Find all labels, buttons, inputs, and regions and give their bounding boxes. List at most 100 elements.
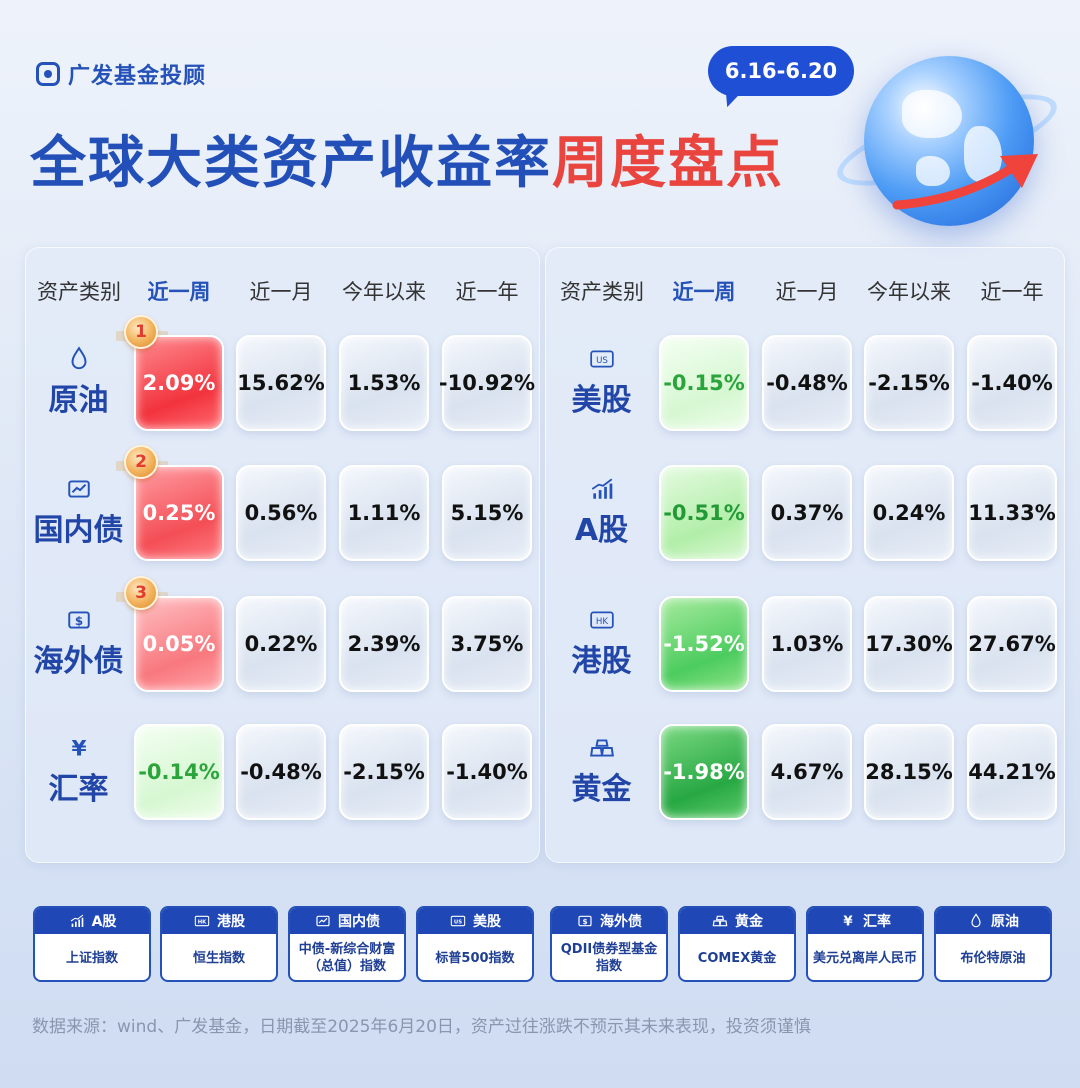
svg-text:¥: ¥	[71, 737, 86, 761]
return-cell: 0.05%	[134, 596, 224, 692]
asset-name: A股	[574, 513, 629, 548]
title-part-1: 全球大类资产收益率	[30, 131, 552, 196]
return-cell: -2.15%	[864, 335, 954, 431]
page-title: 全球大类资产收益率周度盘点	[30, 118, 784, 199]
asset-name: 黄金	[571, 772, 632, 807]
legend-item: US 美股标普500指数	[416, 906, 534, 982]
legend-title: 原油	[936, 908, 1050, 934]
return-cell: 3.75%	[442, 596, 532, 692]
return-cell: -1.40%	[442, 724, 532, 820]
brand-logo-icon	[36, 62, 60, 86]
column-header: 资产类别	[37, 280, 121, 304]
rank-medal-icon: 1	[116, 315, 168, 349]
dollar-bill-icon: $	[65, 608, 93, 632]
brand: 广发基金投顾	[36, 58, 206, 90]
rank-medal-icon: 2	[116, 445, 168, 479]
legend-description: 布伦特原油	[960, 950, 1026, 966]
return-cell: -0.48%	[236, 724, 326, 820]
gold-bars-icon	[588, 736, 616, 760]
return-cell: -0.48%	[762, 335, 852, 431]
column-header: 近一年	[980, 280, 1044, 304]
yen-icon: ¥	[839, 914, 857, 929]
column-header: 今年以来	[867, 280, 951, 304]
legend-item: $ 海外债 QDII债券型基金指数	[550, 906, 668, 982]
return-cell: 2.39%	[339, 596, 429, 692]
return-cell: 5.15%	[442, 465, 532, 561]
column-header: 资产类别	[560, 280, 644, 304]
legend-item: HK 港股恒生指数	[160, 906, 278, 982]
return-cell: 1.11%	[339, 465, 429, 561]
asset-label: A股	[554, 465, 649, 561]
rising-bars-icon	[68, 914, 86, 928]
return-cell: -1.98%	[659, 724, 749, 820]
return-cell: -1.52%	[659, 596, 749, 692]
return-cell: 2.09%	[134, 335, 224, 431]
svg-text:US: US	[454, 919, 462, 925]
asset-label: HK 港股	[554, 596, 649, 692]
return-cell: 28.15%	[864, 724, 954, 820]
title-part-2: 周度盘点	[552, 131, 784, 196]
svg-text:$: $	[74, 614, 82, 628]
legend-item: 黄金 COMEX黄金	[678, 906, 796, 982]
date-range-badge: 6.16-6.20	[708, 46, 854, 96]
return-cell: 15.62%	[236, 335, 326, 431]
asset-name: 海外债	[33, 644, 124, 679]
return-cell: 11.33%	[967, 465, 1057, 561]
legend-name: 黄金	[735, 914, 763, 930]
return-cell: 0.22%	[236, 596, 326, 692]
legend-title: 国内债	[290, 908, 404, 934]
legend-name: 国内债	[338, 914, 380, 930]
svg-text:¥: ¥	[843, 915, 853, 929]
column-header: 近一月	[249, 280, 313, 304]
legend-description: 标普500指数	[435, 950, 515, 966]
bond-chart-icon	[314, 914, 332, 928]
return-cell: 0.37%	[762, 465, 852, 561]
return-cell: 27.67%	[967, 596, 1057, 692]
return-cell: 0.24%	[864, 465, 954, 561]
return-cell: -0.51%	[659, 465, 749, 561]
bond-chart-icon	[65, 477, 93, 501]
right-panel: 资产类别 近一周 近一月 今年以来 近一年 US 美股 -0.15% -0.48% -2.15% -…	[545, 247, 1065, 863]
hk-tag-icon: HK	[193, 914, 211, 928]
rising-bars-icon	[588, 477, 616, 501]
legend-description: 中债-新综合财富（总值）指数	[298, 942, 396, 974]
hk-tag-icon: HK	[588, 608, 616, 632]
legend-item: 国内债中债-新综合财富（总值）指数	[288, 906, 406, 982]
legend-description: 美元兑离岸人民币	[812, 950, 917, 966]
us-tag-icon: US	[449, 914, 467, 928]
asset-label: ¥ 汇率	[31, 724, 126, 820]
return-cell: 0.25%	[134, 465, 224, 561]
rising-arrow-icon	[892, 154, 1038, 210]
brand-name: 广发基金投顾	[68, 64, 207, 89]
column-header: 近一月	[775, 280, 839, 304]
data-source-footer: 数据来源：wind、广发基金，日期截至2025年6月20日，资产过往涨跌不预示其…	[32, 1017, 811, 1037]
svg-text:$: $	[582, 917, 587, 926]
legend-item: A股上证指数	[33, 906, 151, 982]
return-cell: -0.14%	[134, 724, 224, 820]
return-cell: 17.30%	[864, 596, 954, 692]
us-tag-icon: US	[588, 347, 616, 371]
legend-description: 恒生指数	[192, 950, 245, 966]
legend-description: 上证指数	[65, 950, 118, 966]
return-cell: 1.53%	[339, 335, 429, 431]
asset-label: US 美股	[554, 335, 649, 431]
return-cell: 4.67%	[762, 724, 852, 820]
legend-description: COMEX黄金	[697, 950, 777, 966]
asset-label: $ 海外债	[31, 596, 126, 692]
legend-item: ¥ 汇率美元兑离岸人民币	[806, 906, 924, 982]
column-header: 今年以来	[342, 280, 426, 304]
column-header: 近一周	[147, 280, 211, 304]
legend-title: A股	[35, 908, 149, 934]
legend-name: 港股	[217, 914, 245, 930]
svg-text:HK: HK	[595, 617, 608, 627]
return-cell: -0.15%	[659, 335, 749, 431]
legend-title: 黄金	[680, 908, 794, 934]
globe-illustration	[828, 40, 1066, 240]
legend-title: US 美股	[418, 908, 532, 934]
return-cell: -10.92%	[439, 335, 535, 431]
svg-text:US: US	[596, 356, 608, 366]
return-cell: 1.03%	[762, 596, 852, 692]
return-cell: -2.15%	[339, 724, 429, 820]
rank-medal-icon: 3	[116, 576, 168, 610]
legend-name: 汇率	[863, 914, 891, 930]
